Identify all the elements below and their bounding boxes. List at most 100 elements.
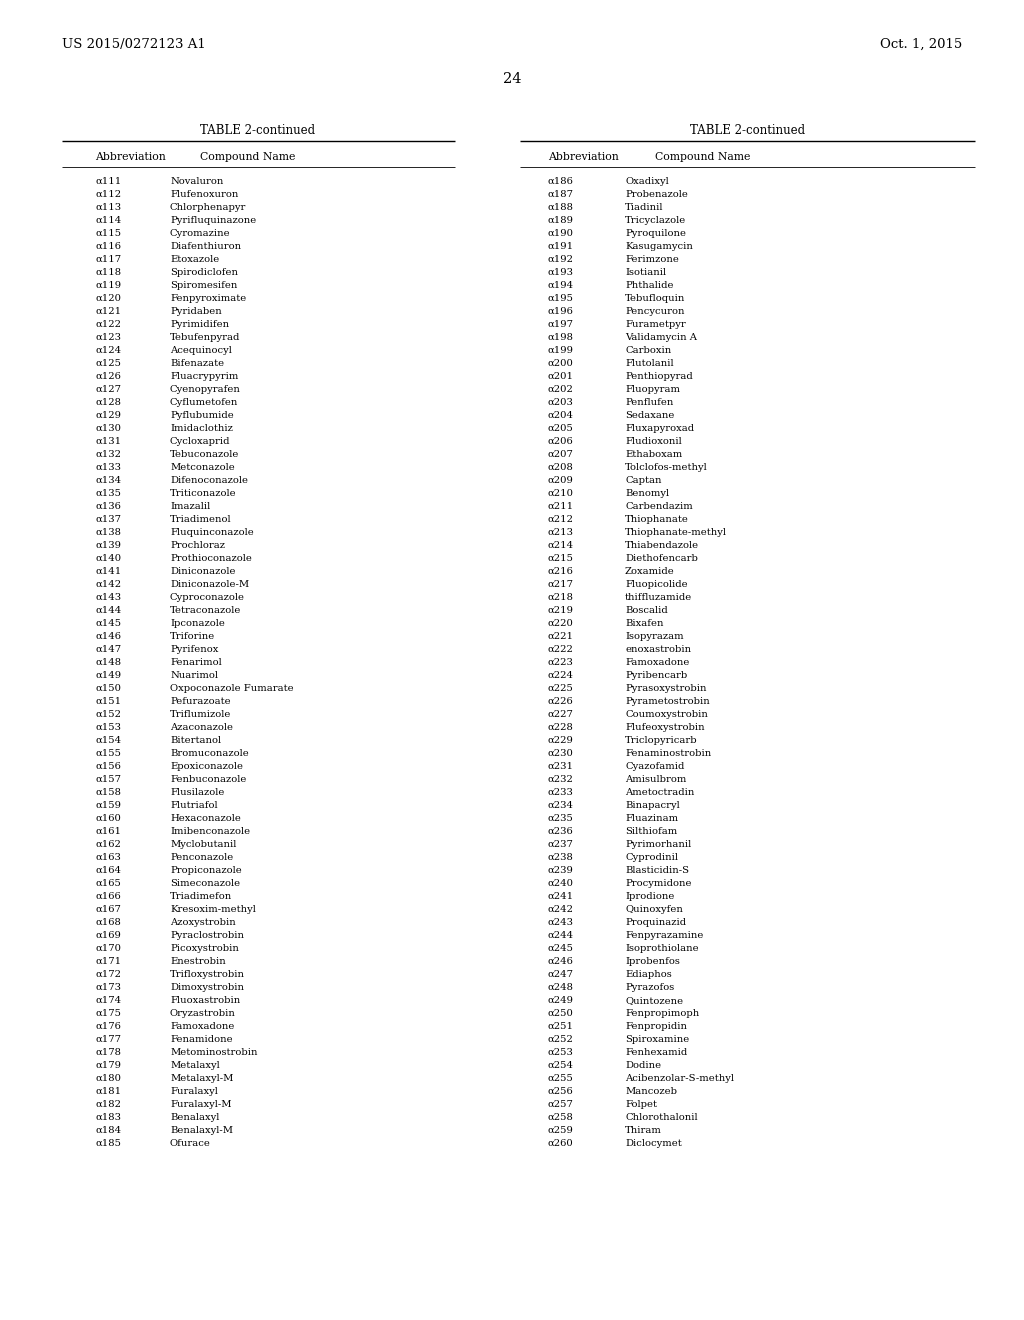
Text: α229: α229 bbox=[548, 737, 573, 744]
Text: α196: α196 bbox=[548, 308, 573, 315]
Text: Pyrifenox: Pyrifenox bbox=[170, 645, 218, 653]
Text: Bifenazate: Bifenazate bbox=[170, 359, 224, 368]
Text: α116: α116 bbox=[95, 242, 121, 251]
Text: Tebuconazole: Tebuconazole bbox=[170, 450, 240, 459]
Text: α209: α209 bbox=[548, 477, 573, 484]
Text: Abbreviation: Abbreviation bbox=[95, 152, 166, 162]
Text: US 2015/0272123 A1: US 2015/0272123 A1 bbox=[62, 38, 206, 51]
Text: α178: α178 bbox=[95, 1048, 121, 1057]
Text: Cyflumetofen: Cyflumetofen bbox=[170, 399, 239, 407]
Text: Coumoxystrobin: Coumoxystrobin bbox=[625, 710, 708, 719]
Text: Iprobenfos: Iprobenfos bbox=[625, 957, 680, 966]
Text: Azoxystrobin: Azoxystrobin bbox=[170, 917, 236, 927]
Text: Fenamidone: Fenamidone bbox=[170, 1035, 232, 1044]
Text: TABLE 2-continued: TABLE 2-continued bbox=[201, 124, 315, 137]
Text: α133: α133 bbox=[95, 463, 121, 473]
Text: Benalaxyl-M: Benalaxyl-M bbox=[170, 1126, 233, 1135]
Text: α212: α212 bbox=[548, 515, 574, 524]
Text: Thiophanate: Thiophanate bbox=[625, 515, 689, 524]
Text: Bixafen: Bixafen bbox=[625, 619, 664, 628]
Text: Myclobutanil: Myclobutanil bbox=[170, 840, 237, 849]
Text: Chlorothalonil: Chlorothalonil bbox=[625, 1113, 697, 1122]
Text: α206: α206 bbox=[548, 437, 573, 446]
Text: α215: α215 bbox=[548, 554, 574, 564]
Text: α114: α114 bbox=[95, 216, 121, 224]
Text: Sedaxane: Sedaxane bbox=[625, 411, 675, 420]
Text: Penconazole: Penconazole bbox=[170, 853, 233, 862]
Text: α173: α173 bbox=[95, 983, 121, 993]
Text: α223: α223 bbox=[548, 657, 573, 667]
Text: α210: α210 bbox=[548, 488, 574, 498]
Text: Diniconazole-M: Diniconazole-M bbox=[170, 579, 249, 589]
Text: α238: α238 bbox=[548, 853, 573, 862]
Text: Fluopicolide: Fluopicolide bbox=[625, 579, 688, 589]
Text: Carbendazim: Carbendazim bbox=[625, 502, 693, 511]
Text: α233: α233 bbox=[548, 788, 573, 797]
Text: Ediaphos: Ediaphos bbox=[625, 970, 672, 979]
Text: α179: α179 bbox=[95, 1061, 121, 1071]
Text: α221: α221 bbox=[548, 632, 574, 642]
Text: Fenpyrazamine: Fenpyrazamine bbox=[625, 931, 703, 940]
Text: Novaluron: Novaluron bbox=[170, 177, 223, 186]
Text: Compound Name: Compound Name bbox=[200, 152, 295, 162]
Text: Difenoconazole: Difenoconazole bbox=[170, 477, 248, 484]
Text: α236: α236 bbox=[548, 828, 573, 836]
Text: Flusilazole: Flusilazole bbox=[170, 788, 224, 797]
Text: Famoxadone: Famoxadone bbox=[625, 657, 689, 667]
Text: α219: α219 bbox=[548, 606, 574, 615]
Text: α125: α125 bbox=[95, 359, 121, 368]
Text: α234: α234 bbox=[548, 801, 574, 810]
Text: α214: α214 bbox=[548, 541, 574, 550]
Text: α257: α257 bbox=[548, 1100, 573, 1109]
Text: Dodine: Dodine bbox=[625, 1061, 662, 1071]
Text: Zoxamide: Zoxamide bbox=[625, 568, 675, 576]
Text: Metconazole: Metconazole bbox=[170, 463, 234, 473]
Text: α202: α202 bbox=[548, 385, 573, 393]
Text: Flutolanil: Flutolanil bbox=[625, 359, 674, 368]
Text: Quintozene: Quintozene bbox=[625, 997, 683, 1005]
Text: α237: α237 bbox=[548, 840, 573, 849]
Text: α258: α258 bbox=[548, 1113, 573, 1122]
Text: Triflumizole: Triflumizole bbox=[170, 710, 231, 719]
Text: α239: α239 bbox=[548, 866, 573, 875]
Text: α164: α164 bbox=[95, 866, 121, 875]
Text: Flutriafol: Flutriafol bbox=[170, 801, 218, 810]
Text: Dimoxystrobin: Dimoxystrobin bbox=[170, 983, 244, 993]
Text: α217: α217 bbox=[548, 579, 574, 589]
Text: Benomyl: Benomyl bbox=[625, 488, 669, 498]
Text: Acibenzolar-S-methyl: Acibenzolar-S-methyl bbox=[625, 1074, 734, 1082]
Text: Diafenthiuron: Diafenthiuron bbox=[170, 242, 241, 251]
Text: Binapacryl: Binapacryl bbox=[625, 801, 680, 810]
Text: α129: α129 bbox=[95, 411, 121, 420]
Text: Pyrasoxystrobin: Pyrasoxystrobin bbox=[625, 684, 707, 693]
Text: Spiroxamine: Spiroxamine bbox=[625, 1035, 689, 1044]
Text: α123: α123 bbox=[95, 333, 121, 342]
Text: α145: α145 bbox=[95, 619, 121, 628]
Text: α115: α115 bbox=[95, 228, 121, 238]
Text: α167: α167 bbox=[95, 906, 121, 913]
Text: α188: α188 bbox=[548, 203, 574, 213]
Text: Oryzastrobin: Oryzastrobin bbox=[170, 1008, 236, 1018]
Text: α244: α244 bbox=[548, 931, 574, 940]
Text: α241: α241 bbox=[548, 892, 574, 902]
Text: Amisulbrom: Amisulbrom bbox=[625, 775, 686, 784]
Text: α131: α131 bbox=[95, 437, 121, 446]
Text: α119: α119 bbox=[95, 281, 121, 290]
Text: Ethaboxam: Ethaboxam bbox=[625, 450, 682, 459]
Text: α148: α148 bbox=[95, 657, 121, 667]
Text: α111: α111 bbox=[95, 177, 121, 186]
Text: Metalaxyl-M: Metalaxyl-M bbox=[170, 1074, 233, 1082]
Text: Fluazinam: Fluazinam bbox=[625, 814, 678, 822]
Text: Blasticidin-S: Blasticidin-S bbox=[625, 866, 689, 875]
Text: Imidaclothiz: Imidaclothiz bbox=[170, 424, 232, 433]
Text: α260: α260 bbox=[548, 1139, 573, 1148]
Text: Spiromesifen: Spiromesifen bbox=[170, 281, 238, 290]
Text: α161: α161 bbox=[95, 828, 121, 836]
Text: Epoxiconazole: Epoxiconazole bbox=[170, 762, 243, 771]
Text: Cyazofamid: Cyazofamid bbox=[625, 762, 684, 771]
Text: α153: α153 bbox=[95, 723, 121, 733]
Text: α195: α195 bbox=[548, 294, 574, 304]
Text: Iprodione: Iprodione bbox=[625, 892, 675, 902]
Text: α204: α204 bbox=[548, 411, 574, 420]
Text: Acequinocyl: Acequinocyl bbox=[170, 346, 231, 355]
